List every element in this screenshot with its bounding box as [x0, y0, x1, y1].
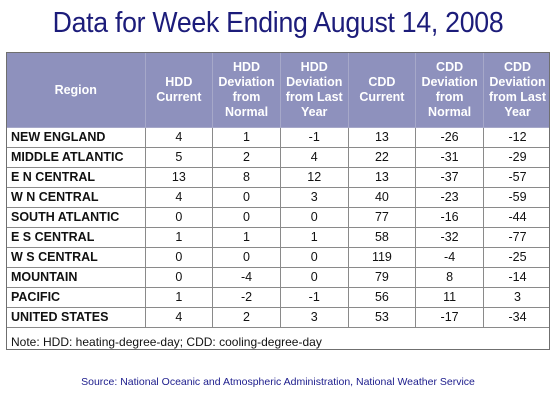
cdd-deviation-normal-cell: 8 [415, 267, 484, 288]
table-row: E N CENTRAL 13 8 12 13 -37 -57 [7, 167, 549, 188]
cdd-deviation-last-year-cell: -14 [482, 267, 549, 288]
table-body: NEW ENGLAND 4 1 -1 13 -26 -12 MIDDLE ATLANTIC 5 2… [7, 127, 549, 328]
hdd-deviation-normal-cell: 1 [212, 127, 281, 148]
hdd-current-cell: 4 [144, 187, 214, 208]
hdd-current-cell: 4 [144, 127, 214, 148]
region-cell: PACIFIC [7, 287, 146, 308]
cdd-current-cell: 119 [347, 247, 417, 268]
cdd-current-cell: 13 [347, 127, 417, 148]
cdd-current-cell: 56 [347, 287, 417, 308]
cdd-deviation-normal-cell: -17 [415, 307, 484, 328]
table-row: NEW ENGLAND 4 1 -1 13 -26 -12 [7, 127, 549, 148]
table-header-row: Region HDD Current HDD Deviation from No… [7, 53, 549, 128]
table-row: MIDDLE ATLANTIC 5 2 4 22 -31 -29 [7, 147, 549, 168]
cdd-deviation-last-year-cell: 3 [482, 287, 549, 308]
source-credit: Source: National Oceanic and Atmospheric… [81, 376, 475, 388]
column-header-hdd-deviation-last-year: HDD Deviation from Last Year [279, 53, 349, 128]
table-row: UNITED STATES 4 2 3 53 -17 -34 [7, 307, 549, 328]
table-note: Note: HDD: heating-degree-day; CDD: cool… [11, 335, 322, 349]
hdd-current-cell: 0 [144, 247, 214, 268]
cdd-deviation-normal-cell: -23 [415, 187, 484, 208]
cdd-deviation-last-year-cell: -12 [482, 127, 549, 148]
cdd-deviation-last-year-cell: -77 [482, 227, 549, 248]
hdd-deviation-last-year-cell: 1 [279, 227, 349, 248]
data-table-panel: Region HDD Current HDD Deviation from No… [6, 52, 550, 350]
hdd-deviation-normal-cell: 2 [212, 307, 281, 328]
cdd-current-cell: 58 [347, 227, 417, 248]
hdd-deviation-normal-cell: -2 [212, 287, 281, 308]
table-row: W S CENTRAL 0 0 0 119 -4 -25 [7, 247, 549, 268]
cdd-deviation-last-year-cell: -57 [482, 167, 549, 188]
hdd-deviation-last-year-cell: 0 [279, 247, 349, 268]
hdd-deviation-normal-cell: 1 [212, 227, 281, 248]
table-row: E S CENTRAL 1 1 1 58 -32 -77 [7, 227, 549, 248]
region-cell: W N CENTRAL [7, 187, 146, 208]
table-row: MOUNTAIN 0 -4 0 79 8 -14 [7, 267, 549, 288]
cdd-deviation-normal-cell: -4 [415, 247, 484, 268]
cdd-current-cell: 53 [347, 307, 417, 328]
hdd-deviation-normal-cell: 8 [212, 167, 281, 188]
table-row: W N CENTRAL 4 0 3 40 -23 -59 [7, 187, 549, 208]
hdd-current-cell: 5 [144, 147, 214, 168]
cdd-deviation-normal-cell: -32 [415, 227, 484, 248]
column-header-cdd-deviation-normal: CDD Deviation from Normal [415, 53, 484, 128]
column-header-cdd-current: CDD Current [347, 53, 417, 128]
cdd-deviation-last-year-cell: -34 [482, 307, 549, 328]
table-row: PACIFIC 1 -2 -1 56 11 3 [7, 287, 549, 308]
region-cell: MOUNTAIN [7, 267, 146, 288]
hdd-deviation-normal-cell: 0 [212, 187, 281, 208]
region-cell: E N CENTRAL [7, 167, 146, 188]
cdd-deviation-last-year-cell: -59 [482, 187, 549, 208]
cdd-current-cell: 13 [347, 167, 417, 188]
column-header-hdd-deviation-normal: HDD Deviation from Normal [212, 53, 281, 128]
cdd-deviation-normal-cell: -31 [415, 147, 484, 168]
hdd-deviation-last-year-cell: 0 [279, 267, 349, 288]
cdd-deviation-last-year-cell: -44 [482, 207, 549, 228]
hdd-deviation-last-year-cell: -1 [279, 127, 349, 148]
cdd-current-cell: 77 [347, 207, 417, 228]
hdd-current-cell: 0 [144, 267, 214, 288]
hdd-current-cell: 0 [144, 207, 214, 228]
hdd-deviation-last-year-cell: -1 [279, 287, 349, 308]
hdd-deviation-normal-cell: 2 [212, 147, 281, 168]
cdd-deviation-normal-cell: -26 [415, 127, 484, 148]
hdd-deviation-normal-cell: -4 [212, 267, 281, 288]
region-cell: SOUTH ATLANTIC [7, 207, 146, 228]
cdd-current-cell: 79 [347, 267, 417, 288]
region-cell: NEW ENGLAND [7, 127, 146, 148]
hdd-current-cell: 13 [144, 167, 214, 188]
hdd-current-cell: 1 [144, 227, 214, 248]
column-header-hdd-current: HDD Current [144, 53, 214, 128]
cdd-deviation-last-year-cell: -29 [482, 147, 549, 168]
degree-day-table: Region HDD Current HDD Deviation from No… [7, 53, 549, 328]
hdd-deviation-last-year-cell: 4 [279, 147, 349, 168]
hdd-deviation-normal-cell: 0 [212, 247, 281, 268]
region-cell: E S CENTRAL [7, 227, 146, 248]
page-title: Data for Week Ending August 14, 2008 [52, 7, 504, 39]
region-cell: UNITED STATES [7, 307, 146, 328]
cdd-deviation-last-year-cell: -25 [482, 247, 549, 268]
cdd-deviation-normal-cell: -16 [415, 207, 484, 228]
region-cell: W S CENTRAL [7, 247, 146, 268]
cdd-current-cell: 40 [347, 187, 417, 208]
hdd-current-cell: 4 [144, 307, 214, 328]
hdd-deviation-last-year-cell: 3 [279, 187, 349, 208]
column-header-region: Region [7, 53, 146, 128]
hdd-current-cell: 1 [144, 287, 214, 308]
table-row: SOUTH ATLANTIC 0 0 0 77 -16 -44 [7, 207, 549, 228]
cdd-deviation-normal-cell: 11 [415, 287, 484, 308]
cdd-deviation-normal-cell: -37 [415, 167, 484, 188]
hdd-deviation-last-year-cell: 12 [279, 167, 349, 188]
column-header-cdd-deviation-last-year: CDD Deviation from Last Year [482, 53, 549, 128]
hdd-deviation-normal-cell: 0 [212, 207, 281, 228]
region-cell: MIDDLE ATLANTIC [7, 147, 146, 168]
cdd-current-cell: 22 [347, 147, 417, 168]
hdd-deviation-last-year-cell: 0 [279, 207, 349, 228]
hdd-deviation-last-year-cell: 3 [279, 307, 349, 328]
